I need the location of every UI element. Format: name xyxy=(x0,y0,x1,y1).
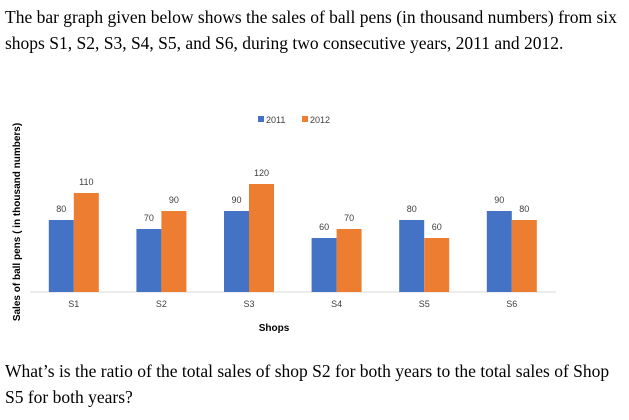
data-label-s1-2012: 110 xyxy=(79,177,93,187)
data-labels-group: 80 110 70 90 90 120 60 70 80 60 90 80 xyxy=(56,168,529,232)
data-label-s3-2012: 120 xyxy=(254,168,269,178)
x-tick-s2: S2 xyxy=(156,299,167,309)
bar-s3-2011 xyxy=(224,211,249,292)
bar-s1-2012 xyxy=(73,193,99,292)
data-label-s6-2012: 80 xyxy=(519,204,529,214)
data-label-s2-2012: 90 xyxy=(169,195,179,205)
data-label-s4-2012: 70 xyxy=(344,213,354,223)
bar-s3-2012 xyxy=(249,184,274,292)
x-axis-label: Shops xyxy=(259,323,290,334)
data-label-s3-2011: 90 xyxy=(231,195,241,205)
legend-label-2012: 2012 xyxy=(310,115,330,125)
legend-label-2011: 2011 xyxy=(266,115,285,125)
legend-swatch-2012 xyxy=(302,116,308,122)
data-label-s1-2011: 80 xyxy=(56,204,66,214)
y-axis-label: Sales of ball pens ( in thousand numbers… xyxy=(12,123,23,321)
x-tick-s6: S6 xyxy=(506,299,517,309)
data-label-s5-2011: 80 xyxy=(407,204,417,214)
data-label-s5-2012: 60 xyxy=(432,222,442,232)
x-tick-s3: S3 xyxy=(243,299,254,309)
bar-chart: 2011 2012 Sales of ball pens ( in thousan… xyxy=(12,115,556,334)
bar-s5-2011 xyxy=(399,220,425,292)
data-label-s6-2011: 90 xyxy=(494,195,504,205)
question-text: What’s is the ratio of the total sales o… xyxy=(5,361,610,407)
x-tick-s4: S4 xyxy=(331,299,342,309)
bar-s2-2012 xyxy=(161,211,187,292)
bar-s2-2011 xyxy=(136,229,162,292)
data-label-s2-2011: 70 xyxy=(144,213,154,223)
data-label-s4-2011: 60 xyxy=(319,222,329,232)
bar-s6-2011 xyxy=(486,211,512,292)
bar-s6-2012 xyxy=(511,220,537,292)
x-tick-s1: S1 xyxy=(68,299,79,309)
x-tick-s5: S5 xyxy=(419,299,430,309)
bar-s1-2011 xyxy=(48,220,74,292)
bars-group xyxy=(48,184,537,292)
legend-swatch-2011 xyxy=(258,116,264,122)
bar-s5-2012 xyxy=(424,238,450,292)
chart-legend: 2011 2012 xyxy=(258,115,330,125)
x-tick-labels-group: S1 S2 S3 S4 S5 S6 xyxy=(68,299,517,309)
intro-text: The bar graph given below shows the sale… xyxy=(5,7,617,53)
bar-s4-2012 xyxy=(336,229,362,292)
bar-s4-2011 xyxy=(311,238,337,292)
